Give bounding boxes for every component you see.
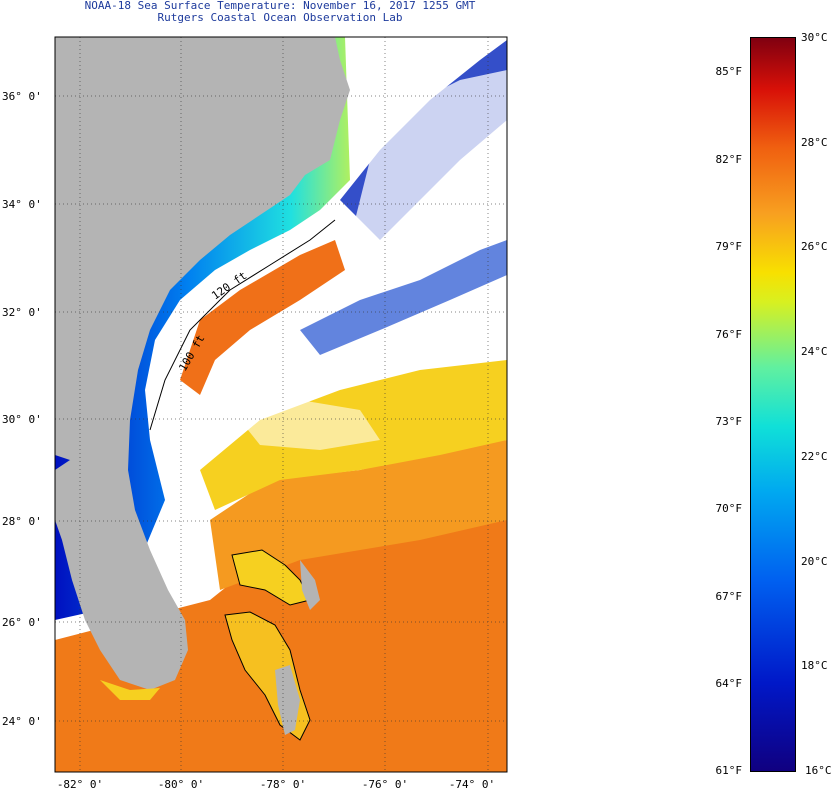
lat-label-30: 30° 0' (2, 413, 42, 426)
lat-label-26: 26° 0' (2, 616, 42, 629)
lon-label-76: -76° 0' (362, 778, 408, 791)
lon-label-78: -78° 0' (260, 778, 306, 791)
legend-f-85: 85°F (715, 65, 743, 78)
lat-label-32: 32° 0' (2, 306, 42, 319)
legend-f-61: 61°F (715, 764, 743, 777)
legend-f-70: 70°F (715, 502, 743, 515)
isobath-line (149, 219, 336, 431)
legend-f-76: 76°F (715, 328, 743, 341)
lat-label-34: 34° 0' (2, 198, 42, 211)
legend-c-24: 24°C (801, 345, 828, 358)
legend-c-22: 22°C (801, 450, 828, 463)
legend-c-16: 16°C (805, 764, 832, 777)
lon-label-82: -82° 0' (57, 778, 103, 791)
map-border (54, 36, 508, 773)
legend-c-18: 18°C (801, 659, 828, 672)
lon-label-74: -74° 0' (449, 778, 495, 791)
map-title: NOAA-18 Sea Surface Temperature: Novembe… (84, 0, 476, 12)
lat-label-28: 28° 0' (2, 515, 42, 528)
lat-label-24: 24° 0' (2, 715, 42, 728)
warm-water-mid (210, 440, 507, 590)
legend-c-28: 28°C (801, 136, 828, 149)
abaco-island (300, 560, 320, 610)
legend-c-20: 20°C (801, 555, 828, 568)
map-grid (55, 37, 507, 772)
warm-water-georgia (180, 240, 345, 395)
legend-f-79: 79°F (715, 240, 743, 253)
legend-f-67: 67°F (715, 590, 743, 603)
florida-keys (100, 680, 160, 700)
lon-label-80: -80° 0' (158, 778, 204, 791)
land-florida (55, 460, 188, 690)
temperature-color-bar (750, 37, 796, 772)
lat-label-36: 36° 0' (2, 90, 42, 103)
cloud-swath-mid (240, 400, 380, 450)
legend-f-64: 64°F (715, 677, 743, 690)
cold-water-streak (300, 240, 507, 355)
map-subtitle: Rutgers Coastal Ocean Observation Lab (157, 11, 403, 24)
legend-c-26: 26°C (801, 240, 828, 253)
legend-c-30: 30°C (801, 31, 828, 44)
legend-f-73: 73°F (715, 415, 743, 428)
andros-island (275, 665, 300, 735)
cloud-swath-north (350, 70, 507, 270)
land-mainland (55, 37, 350, 480)
legend-f-82: 82°F (715, 153, 743, 166)
